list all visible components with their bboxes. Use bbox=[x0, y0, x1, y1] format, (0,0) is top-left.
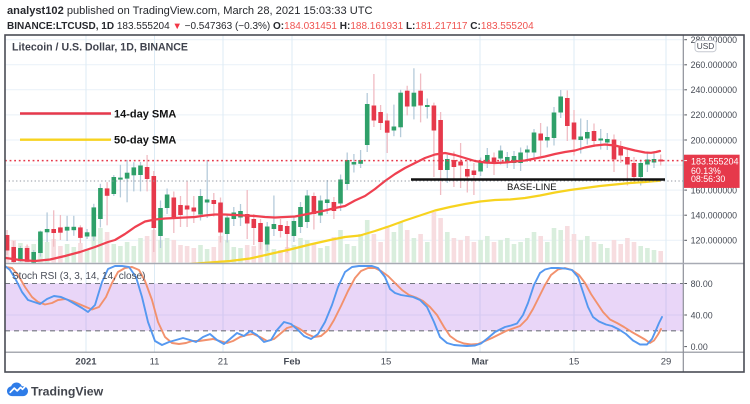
svg-text:Feb: Feb bbox=[284, 356, 301, 367]
svg-text:220.000000: 220.000000 bbox=[691, 110, 738, 120]
svg-text:15: 15 bbox=[381, 356, 392, 367]
svg-text:140.000000: 140.000000 bbox=[691, 211, 738, 221]
svg-text:11: 11 bbox=[150, 356, 160, 367]
svg-text:2021: 2021 bbox=[75, 356, 97, 367]
svg-text:Litecoin / U.S. Dollar, 1D, BI: Litecoin / U.S. Dollar, 1D, BINANCE bbox=[12, 42, 188, 54]
svg-text:TradingView: TradingView bbox=[31, 385, 104, 399]
svg-text:14-day SMA: 14-day SMA bbox=[114, 109, 176, 121]
svg-text:21: 21 bbox=[218, 356, 229, 367]
svg-text:120.000000: 120.000000 bbox=[691, 236, 738, 246]
svg-text:BINANCE:LTCUSD, 1D 183.555204: BINANCE:LTCUSD, 1D 183.555204 ▼ −0.54736… bbox=[7, 21, 534, 32]
svg-text:183.555204: 183.555204 bbox=[691, 156, 739, 166]
svg-text:Mar: Mar bbox=[472, 356, 489, 367]
svg-text:60.13%: 60.13% bbox=[691, 166, 721, 176]
svg-text:29: 29 bbox=[661, 356, 672, 367]
svg-text:280.000000: 280.000000 bbox=[691, 35, 738, 45]
svg-text:08:56:30: 08:56:30 bbox=[691, 174, 725, 184]
svg-text:USD: USD bbox=[697, 41, 715, 51]
svg-text:260.000000: 260.000000 bbox=[691, 60, 738, 70]
svg-text:160.000000: 160.000000 bbox=[691, 185, 738, 195]
svg-text:50-day SMA: 50-day SMA bbox=[114, 135, 176, 147]
svg-text:80.00: 80.00 bbox=[691, 279, 713, 289]
svg-text:analyst102 published on Tradin: analyst102 published on TradingView.com,… bbox=[7, 5, 373, 17]
svg-text:15: 15 bbox=[569, 356, 580, 367]
svg-text:40.00: 40.00 bbox=[691, 310, 713, 320]
svg-text:BASE-LINE: BASE-LINE bbox=[507, 182, 557, 193]
svg-text:240.000000: 240.000000 bbox=[691, 85, 738, 95]
svg-text:200.000000: 200.000000 bbox=[691, 135, 738, 145]
svg-text:0.00: 0.00 bbox=[691, 342, 708, 352]
svg-text:Stoch RSI (3, 3, 14, 14, close: Stoch RSI (3, 3, 14, 14, close) bbox=[12, 271, 145, 282]
